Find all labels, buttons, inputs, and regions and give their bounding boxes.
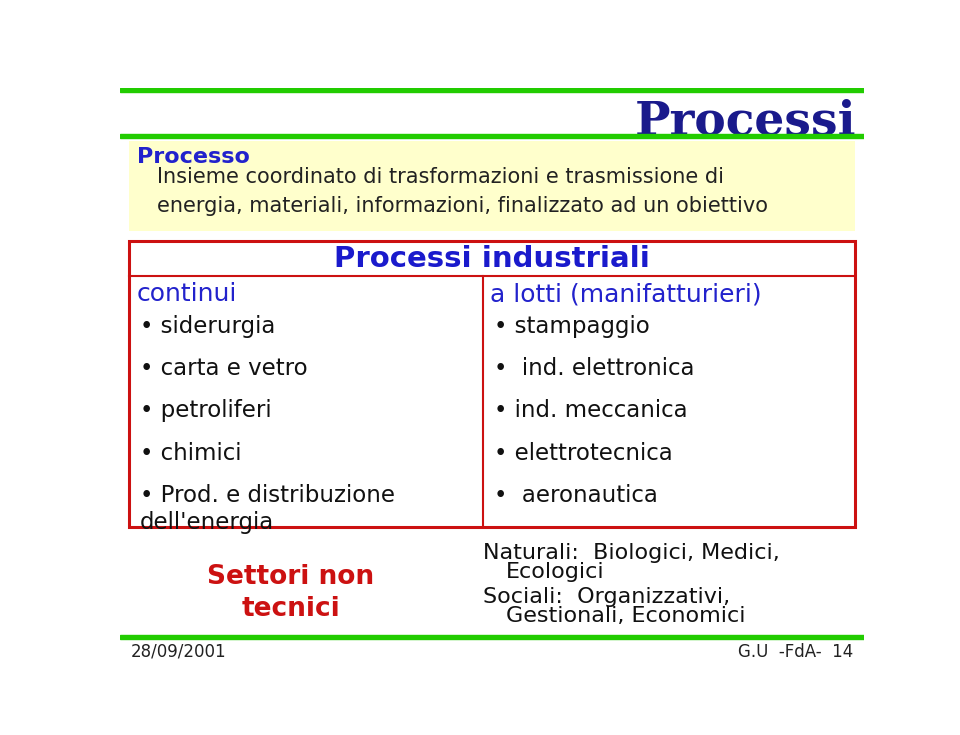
Bar (120, 135, 864, 138)
Text: • siderurgia: • siderurgia (140, 315, 276, 337)
Text: Naturali:  Biologici, Medici,: Naturali: Biologici, Medici, (483, 542, 780, 562)
Text: Processi industriali: Processi industriali (334, 245, 650, 273)
Text: •  aeronautica: • aeronautica (493, 484, 658, 507)
Text: • chimici: • chimici (140, 442, 242, 465)
Text: • Prod. e distribuzione
dell'energia: • Prod. e distribuzione dell'energia (140, 484, 396, 534)
Bar (130, 140, 854, 232)
Text: continui: continui (137, 282, 237, 306)
Bar (130, 240, 854, 527)
Text: •  ind. elettronica: • ind. elettronica (493, 357, 694, 380)
Text: 28/09/2001: 28/09/2001 (131, 642, 227, 661)
Text: • ind. meccanica: • ind. meccanica (493, 399, 687, 423)
Text: G.U  -FdA-  14: G.U -FdA- 14 (738, 642, 853, 661)
Text: • stampaggio: • stampaggio (493, 315, 649, 337)
Text: Ecologici: Ecologici (506, 562, 605, 581)
Text: Settori non
tecnici: Settori non tecnici (207, 564, 374, 622)
Text: • carta e vetro: • carta e vetro (140, 357, 308, 380)
Text: Processi: Processi (635, 98, 856, 144)
Text: Processo: Processo (137, 147, 250, 167)
Text: Insieme coordinato di trasformazioni e trasmissione di
energia, materiali, infor: Insieme coordinato di trasformazioni e t… (157, 167, 768, 215)
Text: a lotti (manifatturieri): a lotti (manifatturieri) (491, 282, 762, 306)
Text: • petroliferi: • petroliferi (140, 399, 272, 423)
Bar (120, 88, 864, 92)
Text: • elettrotecnica: • elettrotecnica (493, 442, 672, 465)
Text: Sociali:  Organizzativi,: Sociali: Organizzativi, (483, 587, 730, 607)
Bar (120, 635, 864, 639)
Text: Gestionali, Economici: Gestionali, Economici (506, 606, 746, 626)
